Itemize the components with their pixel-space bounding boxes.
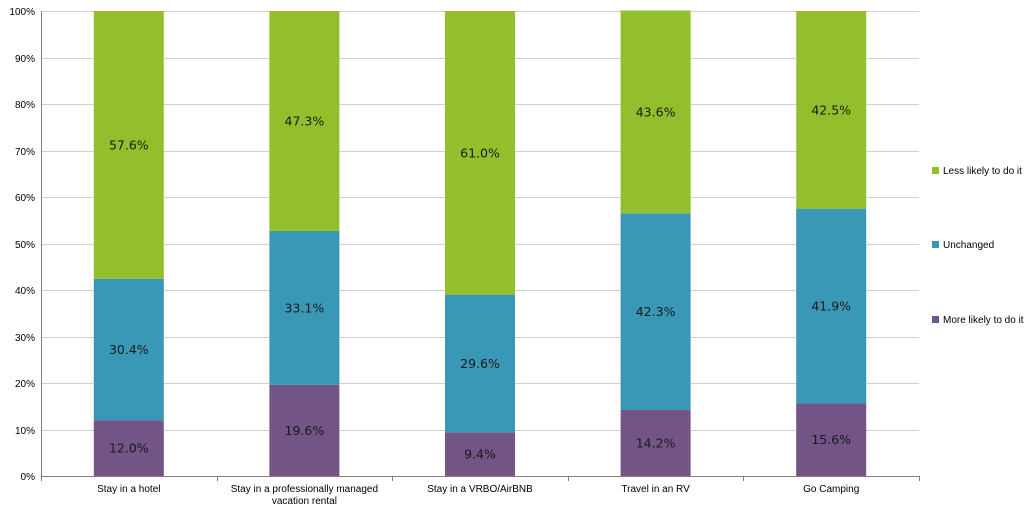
y-tick-label: 80% <box>15 100 35 111</box>
legend-label: Less likely to do it <box>943 166 1022 177</box>
x-axis-category-labels: Stay in a hotel Stay in a professionally … <box>97 484 859 507</box>
legend: Less likely to do it Unchanged More likely… <box>932 166 1024 326</box>
x-category-label: Stay in a professionally managed <box>231 484 378 495</box>
legend-swatch <box>932 167 939 174</box>
data-label: 12.0% <box>109 441 149 456</box>
legend-label: Unchanged <box>943 240 994 251</box>
data-label: 33.1% <box>285 300 325 315</box>
data-label: 9.4% <box>464 447 496 462</box>
data-label: 15.6% <box>811 432 851 447</box>
data-label: 14.2% <box>636 435 676 450</box>
legend-swatch <box>932 316 939 323</box>
data-label: 19.6% <box>285 423 325 438</box>
y-axis-tick-labels: 0% 10% 20% 30% 40% 50% 60% 70% 80% 90% 100% <box>9 7 35 483</box>
legend-swatch <box>932 241 939 248</box>
bar-segment <box>93 420 164 476</box>
bar-segment <box>93 11 164 279</box>
x-category-label: vacation rental <box>272 496 337 507</box>
y-tick-label: 0% <box>21 472 36 483</box>
bar-segment <box>445 294 515 433</box>
data-label: 61.0% <box>460 145 500 160</box>
bar-segment <box>445 11 515 295</box>
data-label: 43.6% <box>636 104 676 119</box>
bar-segment <box>796 208 867 404</box>
x-category-label: Go Camping <box>803 484 859 495</box>
legend-label: More likely to do it <box>943 315 1024 326</box>
x-category-label: Travel in an RV <box>621 484 690 495</box>
y-tick-label: 70% <box>15 147 35 158</box>
y-tick-label: 90% <box>15 54 35 65</box>
bar-segment <box>620 409 691 476</box>
data-label: 47.3% <box>285 113 325 128</box>
data-label: 57.6% <box>109 137 149 152</box>
data-label: 41.9% <box>811 299 851 314</box>
data-labels: 12.0% 30.4% 57.6% 19.6% 33.1% 47.3% 9.4% 29.6% 6… <box>109 102 851 461</box>
x-category-label: Stay in a hotel <box>97 484 160 495</box>
bar-segment <box>93 278 164 421</box>
y-tick-label: 50% <box>15 240 35 251</box>
bar-segment <box>796 403 867 476</box>
bar-segment <box>269 384 340 476</box>
bars <box>93 10 867 476</box>
y-tick-label: 40% <box>15 286 35 297</box>
y-tick-label: 100% <box>9 7 35 18</box>
bar-segment <box>445 432 515 476</box>
y-tick-label: 20% <box>15 379 35 390</box>
bar-segment <box>620 213 691 410</box>
data-label: 42.3% <box>636 304 676 319</box>
y-tick-label: 10% <box>15 426 35 437</box>
bar-segment <box>269 230 340 385</box>
y-tick-label: 30% <box>15 333 35 344</box>
x-category-label: Stay in a VRBO/AirBNB <box>427 484 533 495</box>
y-tick-label: 60% <box>15 193 35 204</box>
x-axis <box>41 11 920 481</box>
bar-segment <box>269 11 340 231</box>
data-label: 30.4% <box>109 342 149 357</box>
bar-segment <box>796 11 867 209</box>
bar-segment <box>620 10 691 214</box>
data-label: 42.5% <box>811 102 851 117</box>
data-label: 29.6% <box>460 356 500 371</box>
